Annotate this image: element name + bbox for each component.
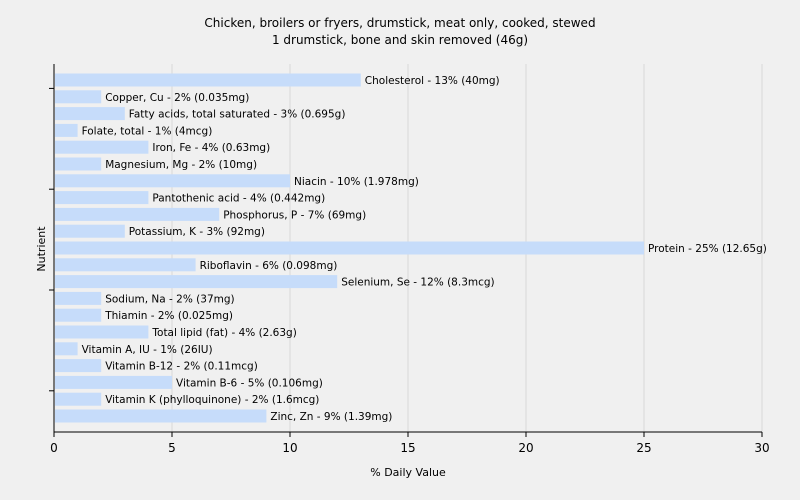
bar xyxy=(55,392,102,406)
x-tick-label: 20 xyxy=(518,441,533,455)
bar-label: Copper, Cu - 2% (0.035mg) xyxy=(105,92,249,104)
x-tick-label: 10 xyxy=(282,441,297,455)
bar xyxy=(55,73,361,87)
bar xyxy=(55,375,172,389)
bar-label: Thiamin - 2% (0.025mg) xyxy=(104,310,233,322)
bar-label: Phosphorus, P - 7% (69mg) xyxy=(223,209,366,221)
bar-label: Iron, Fe - 4% (0.63mg) xyxy=(152,142,270,154)
bar-label: Vitamin K (phylloquinone) - 2% (1.6mcg) xyxy=(105,394,319,406)
bar xyxy=(55,258,196,272)
bar xyxy=(55,308,102,322)
chart-subtitle: 1 drumstick, bone and skin removed (46g) xyxy=(272,33,528,47)
x-tick-label: 5 xyxy=(168,441,176,455)
bar xyxy=(55,275,338,289)
bar-label: Pantothenic acid - 4% (0.442mg) xyxy=(152,193,325,205)
bar-label: Fatty acids, total saturated - 3% (0.695… xyxy=(129,109,346,121)
bar-labels: Cholesterol - 13% (40mg) Copper, Cu - 2% … xyxy=(82,75,767,423)
bar xyxy=(55,174,290,188)
x-tick-label: 30 xyxy=(754,441,769,455)
x-tick-label: 15 xyxy=(400,441,415,455)
x-axis-ticks: 0 5 10 15 20 25 30 xyxy=(50,432,770,455)
bar-label: Riboflavin - 6% (0.098mg) xyxy=(200,260,338,272)
bar-label: Total lipid (fat) - 4% (2.63g) xyxy=(151,327,296,339)
bar xyxy=(55,224,125,238)
bar-label: Vitamin A, IU - 1% (26IU) xyxy=(82,344,213,356)
bar xyxy=(55,241,644,255)
bar-label: Vitamin B-12 - 2% (0.11mcg) xyxy=(105,361,258,373)
x-tick-label: 0 xyxy=(50,441,58,455)
bar-label: Magnesium, Mg - 2% (10mg) xyxy=(105,159,257,171)
bar-label: Niacin - 10% (1.978mg) xyxy=(294,176,419,188)
bar xyxy=(55,191,149,205)
bar-label: Cholesterol - 13% (40mg) xyxy=(365,75,500,87)
bar xyxy=(55,342,78,356)
bar xyxy=(55,409,267,423)
bar xyxy=(55,359,102,373)
bar xyxy=(55,157,102,171)
bar xyxy=(55,291,102,305)
bar-label: Folate, total - 1% (4mcg) xyxy=(82,125,213,137)
bar-label: Zinc, Zn - 9% (1.39mg) xyxy=(270,411,392,423)
bar-label: Vitamin B-6 - 5% (0.106mg) xyxy=(176,377,323,389)
bar-label: Sodium, Na - 2% (37mg) xyxy=(105,293,234,305)
bar-label: Potassium, K - 3% (92mg) xyxy=(129,226,265,238)
bar xyxy=(55,325,149,339)
chart-title: Chicken, broilers or fryers, drumstick, … xyxy=(204,16,595,30)
bar-label: Selenium, Se - 12% (8.3mcg) xyxy=(341,277,494,289)
y-axis-label: Nutrient xyxy=(35,226,48,272)
x-tick-label: 25 xyxy=(636,441,651,455)
bar xyxy=(55,140,149,154)
x-axis-label: % Daily Value xyxy=(370,466,446,479)
bars xyxy=(55,73,644,423)
bar xyxy=(55,123,78,137)
bar xyxy=(55,90,102,104)
bar-label: Protein - 25% (12.65g) xyxy=(648,243,767,255)
bar xyxy=(55,107,125,121)
bar xyxy=(55,207,220,221)
